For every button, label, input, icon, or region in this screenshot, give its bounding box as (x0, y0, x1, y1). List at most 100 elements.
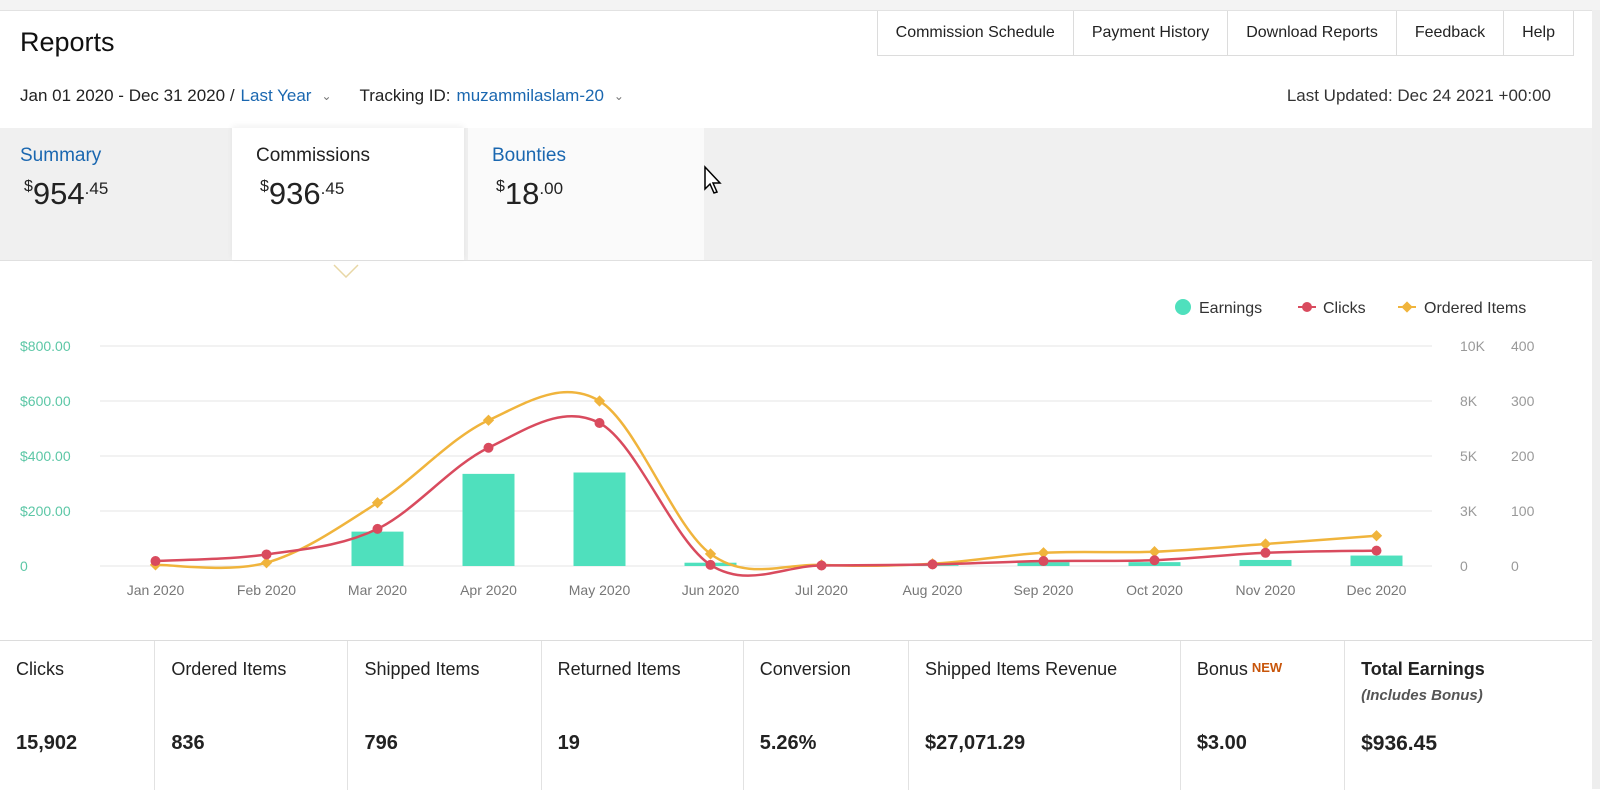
stat-value: 796 (364, 732, 398, 754)
payment-history-button[interactable]: Payment History (1073, 11, 1229, 55)
clicks-point (1149, 555, 1160, 566)
report-tabs: Summary $954.45 Commissions $936.45 Boun… (0, 128, 1592, 261)
period-dropdown[interactable]: Last Year (240, 86, 312, 105)
clicks-point (594, 418, 605, 428)
stat-value: 15,902 (16, 732, 78, 754)
stat-label: Conversion (759, 659, 851, 679)
help-button[interactable]: Help (1504, 11, 1574, 55)
x-axis-tick: Feb 2020 (237, 582, 296, 598)
tab-summary[interactable]: Summary $954.45 (0, 128, 232, 260)
x-axis-tick: Jun 2020 (682, 582, 740, 598)
commission-schedule-button[interactable]: Commission Schedule (877, 11, 1074, 55)
stat-ordered-items: Ordered Items 836 (155, 641, 349, 790)
stat-value: $936.45 (1361, 732, 1438, 755)
ordered-items-point (260, 557, 273, 569)
right-axis-clicks-tick: 10K (1460, 338, 1486, 354)
right-axis-clicks-tick: 0 (1460, 558, 1468, 574)
earnings-bar (1239, 559, 1292, 566)
tab-label: Commissions (256, 145, 371, 166)
stat-label: Total Earnings (1361, 659, 1485, 679)
stat-clicks: Clicks 15,902 (0, 641, 156, 790)
stat-label: Shipped Items (364, 659, 480, 679)
scrollbar-track[interactable] (1592, 10, 1600, 789)
right-axis-clicks-tick: 5K (1460, 448, 1478, 464)
clicks-point (372, 523, 383, 534)
earnings-bar (1350, 555, 1403, 566)
tab-amount: $936.45 (260, 176, 345, 211)
chevron-down-icon[interactable]: ⌄ (321, 89, 332, 103)
legend-ordered-items: Ordered Items (1424, 300, 1526, 317)
stat-label: Bonus NEW (1196, 659, 1283, 679)
x-axis-tick: Sep 2020 (1014, 582, 1074, 598)
chevron-down-icon[interactable]: ⌄ (613, 89, 624, 103)
feedback-button[interactable]: Feedback (1396, 11, 1505, 55)
x-axis-tick: Nov 2020 (1236, 582, 1296, 598)
tab-label: Bounties (492, 145, 566, 166)
stat-label: Clicks (16, 659, 64, 679)
right-axis-items-tick: 100 (1511, 503, 1535, 519)
download-reports-button[interactable]: Download Reports (1228, 11, 1397, 55)
ordered-items-point (1259, 538, 1272, 550)
left-axis-tick: $800.00 (20, 338, 71, 354)
clicks-point (261, 549, 272, 560)
left-axis-tick: $400.00 (20, 448, 71, 464)
tab-amount: $18.00 (496, 176, 564, 211)
legend-earnings: Earnings (1199, 300, 1262, 317)
ordered-items-point (704, 548, 717, 560)
clicks-point (150, 556, 161, 567)
ordered-items-point (482, 414, 495, 426)
stats-bar: Clicks 15,902 Ordered Items 836 Shipped … (0, 640, 1592, 790)
active-tab-pointer (333, 264, 359, 278)
new-badge: NEW (1251, 660, 1283, 675)
stat-conversion: Conversion 5.26% (744, 641, 910, 790)
stat-shipped-items-revenue: Shipped Items Revenue $27,071.29 (909, 641, 1181, 790)
clicks-point (705, 559, 716, 570)
ordered-items-point (1148, 546, 1161, 558)
stat-bonus: Bonus NEW $3.00 (1181, 641, 1346, 790)
right-axis-items-tick: 400 (1511, 338, 1535, 354)
ordered-items-point (1370, 530, 1383, 542)
x-axis-tick: Mar 2020 (348, 582, 407, 598)
stat-sub: (Includes Bonus) (1361, 687, 1483, 704)
ordered-items-point (1037, 547, 1050, 559)
tracking-id-label: Tracking ID: (359, 86, 451, 105)
right-axis-items-tick: 0 (1511, 558, 1519, 574)
tab-amount: $954.45 (24, 176, 109, 211)
top-nav: Commission Schedule Payment History Down… (876, 11, 1574, 56)
clicks-point (1038, 556, 1049, 567)
date-range: Jan 01 2020 - Dec 31 2020 / (20, 86, 235, 105)
right-axis-items-tick: 200 (1511, 448, 1535, 464)
tab-label: Summary (20, 145, 102, 166)
tracking-id-dropdown[interactable]: muzammilaslam-20 (456, 86, 604, 105)
clicks-line (155, 414, 1377, 577)
stat-value: $27,071.29 (925, 732, 1026, 754)
clicks-point (1371, 545, 1382, 556)
x-axis-tick: Jan 2020 (127, 582, 185, 598)
chart-svg: $800.00 $600.00 $400.00 $200.00 0 10K 8K 5K 3K 0 4… (20, 299, 1535, 598)
stat-shipped-items: Shipped Items 796 (348, 641, 542, 790)
clicks-point (927, 559, 938, 570)
report-filters: Jan 01 2020 - Dec 31 2020 / Last Year ⌄ … (20, 86, 652, 106)
stat-label: Ordered Items (171, 659, 287, 679)
left-axis-tick: $200.00 (20, 503, 71, 519)
stat-label: Returned Items (557, 659, 681, 679)
window-top-border (0, 0, 1600, 11)
ordered-items-point (371, 497, 384, 509)
stat-value: $3.00 (1196, 732, 1247, 754)
stat-value: 5.26% (759, 732, 817, 754)
clicks-point (1260, 547, 1271, 558)
right-axis-clicks-tick: 3K (1460, 503, 1478, 519)
x-axis-tick: Apr 2020 (460, 582, 517, 598)
legend-items-marker (1401, 301, 1413, 313)
tab-bounties[interactable]: Bounties $18.00 (468, 128, 704, 260)
x-axis-tick: Jul 2020 (795, 582, 848, 598)
page-title: Reports (20, 27, 115, 57)
x-axis-tick: May 2020 (569, 582, 631, 598)
tab-commissions[interactable]: Commissions $936.45 (232, 128, 464, 260)
legend-earnings-marker (1175, 299, 1191, 315)
stat-value: 836 (171, 732, 205, 754)
clicks-point (483, 442, 494, 453)
legend-clicks-marker (1302, 302, 1312, 312)
earnings-bar (462, 473, 515, 566)
x-axis-tick: Dec 2020 (1347, 582, 1407, 598)
